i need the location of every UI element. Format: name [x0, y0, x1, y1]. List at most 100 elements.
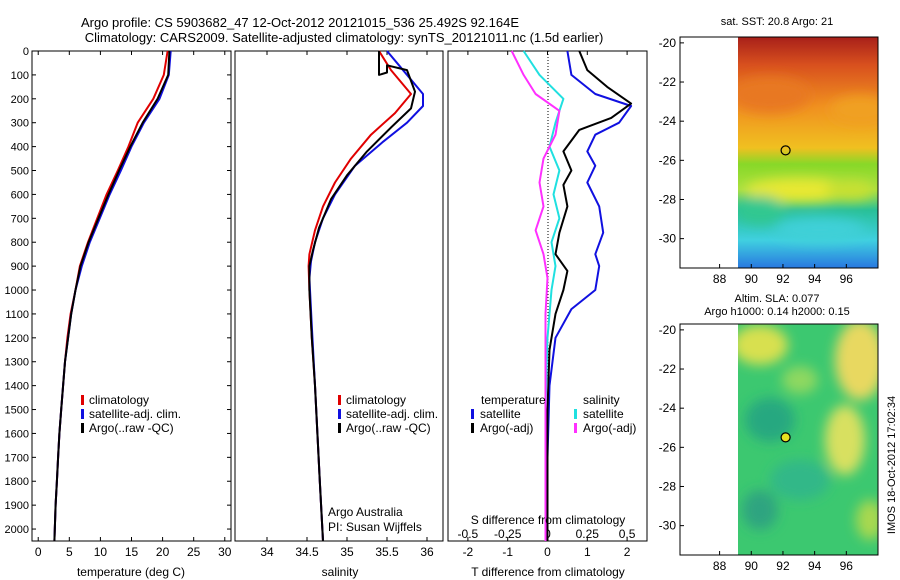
salinity-panel: 34 34.5 35 35.5 36 salinity climatologysatel… — [234, 50, 444, 579]
x-tick-label: 34.5 — [295, 545, 319, 559]
series-line-climatology — [53, 50, 169, 542]
s-tick-label: 0.25 — [576, 527, 600, 541]
lon-tick-label: 88 — [713, 559, 727, 573]
s-tick-label: 0.5 — [619, 527, 636, 541]
legend-label: satellite — [480, 407, 521, 421]
y-tick-label: 1200 — [5, 333, 29, 345]
argo-position-marker — [780, 145, 791, 156]
y-tick-label: 1600 — [5, 428, 29, 440]
sst-frame — [679, 36, 879, 269]
lon-tick-label: 94 — [808, 559, 822, 573]
lat-tick-label: -26 — [659, 153, 677, 167]
y-tick-label: 100 — [11, 70, 29, 82]
header-line2: Climatology: CARS2009. Satellite-adjuste… — [85, 30, 604, 45]
y-tick-label: 1500 — [5, 405, 29, 417]
lat-tick-label: -30 — [659, 232, 677, 246]
lat-tick-label: -26 — [659, 440, 677, 454]
y-tick-label: 1000 — [5, 285, 29, 297]
legend-swatch — [81, 423, 84, 433]
y-tick-label: 1800 — [5, 476, 29, 488]
legend-swatch — [574, 423, 577, 433]
lat-tick-label: -28 — [659, 479, 677, 493]
credit-line1: Argo Australia — [328, 505, 403, 519]
x-tick-label: 5 — [66, 545, 73, 559]
legend-swatch — [338, 423, 341, 433]
s-tick-label: -0.5 — [458, 527, 479, 541]
lat-tick-label: -22 — [659, 362, 677, 376]
lon-tick-label: 92 — [776, 272, 790, 286]
series-line-satellite-adj-clim- — [53, 50, 172, 542]
argo-position-marker — [780, 432, 791, 443]
x-tick-label: 2 — [624, 545, 631, 559]
y-tick-label: 700 — [11, 213, 29, 225]
lat-tick-label: -28 — [659, 192, 677, 206]
y-tick-label: 300 — [11, 118, 29, 130]
x-tick-label: 34 — [260, 545, 274, 559]
y-tick-label: 400 — [11, 142, 29, 154]
x-tick-label: -2 — [463, 545, 474, 559]
sla-map-panel: Altim. SLA: 0.077 Argo h1000: 0.14 h2000… — [659, 293, 879, 573]
lat-tick-label: -30 — [659, 519, 677, 533]
y-tick-label: 1900 — [5, 500, 29, 512]
series-line-climatology — [307, 50, 412, 542]
credit-line2: PI: Susan Wijffels — [328, 520, 422, 534]
series-line-argo-raw-qc- — [308, 51, 416, 542]
s-tick-label: -0.25 — [494, 527, 522, 541]
lat-tick-label: -24 — [659, 401, 677, 415]
x-tick-label: 1 — [584, 545, 591, 559]
lat-tick-label: -20 — [659, 36, 677, 50]
x-tick-label: 35 — [340, 545, 354, 559]
y-tick-label: 2000 — [5, 524, 29, 536]
legend-swatch — [338, 409, 341, 419]
y-tick-label: 1300 — [5, 357, 29, 369]
legend-swatch — [338, 395, 341, 405]
x-tick-label: 25 — [187, 545, 201, 559]
header-line1: Argo profile: CS 5903682_47 12-Oct-2012 … — [81, 15, 519, 30]
series-line-satellite-adj-clim- — [308, 50, 424, 542]
legend-label: climatology — [89, 393, 149, 407]
series-line-argo-adj- — [546, 50, 633, 541]
lon-tick-label: 96 — [840, 559, 854, 573]
lon-tick-label: 94 — [808, 272, 822, 286]
legend-title-salinity: salinity — [583, 393, 620, 407]
lon-tick-label: 92 — [776, 559, 790, 573]
x-tick-label: 30 — [218, 545, 232, 559]
salinity-xlabel: salinity — [322, 565, 359, 579]
legend-label: satellite — [583, 407, 624, 421]
legend-label: Argo(-adj) — [480, 421, 533, 435]
lat-tick-label: -20 — [659, 323, 677, 337]
temperature-panel: 0 5 10 15 20 25 300100200300400500600700800900… — [5, 46, 232, 579]
x-tick-label: 15 — [125, 545, 139, 559]
series-line-satellite — [522, 50, 565, 541]
legend-label: Argo(..raw -QC) — [346, 421, 431, 435]
legend-label: satellite-adj. clim. — [89, 407, 181, 421]
lon-tick-label: 88 — [713, 272, 727, 286]
sla-title-line2: Argo h1000: 0.14 h2000: 0.15 — [704, 306, 850, 318]
legend-swatch — [471, 409, 474, 419]
y-tick-label: 200 — [11, 94, 29, 106]
salinity-axes-frame — [234, 50, 444, 542]
x-tick-label: -1 — [502, 545, 513, 559]
sla-heatmap — [738, 324, 878, 555]
x-tick-label: 10 — [94, 545, 108, 559]
x-tick-label: 36 — [420, 545, 434, 559]
legend-label: Argo(-adj) — [583, 421, 636, 435]
x-tick-label: 35.5 — [375, 545, 399, 559]
temperature-axes-frame — [31, 50, 232, 542]
sst-heatmap — [738, 37, 878, 268]
legend-label: Argo(..raw -QC) — [89, 421, 174, 435]
series-line-argo-raw-qc- — [53, 50, 171, 542]
difference-legend: temperature salinitysatelliteArgo(-adj)sa… — [471, 393, 636, 435]
legend-swatch — [471, 423, 474, 433]
legend-swatch — [81, 409, 84, 419]
legend-title-temperature: temperature — [481, 393, 546, 407]
sst-title: sat. SST: 20.8 Argo: 21 — [721, 16, 834, 28]
x-tick-label: 20 — [156, 545, 170, 559]
footer-stamp: IMOS 18-Oct-2012 17:02:34 — [886, 396, 898, 534]
series-line-satellite — [546, 50, 633, 541]
x-tick-label: 0 — [544, 545, 551, 559]
y-tick-label: 800 — [11, 237, 29, 249]
